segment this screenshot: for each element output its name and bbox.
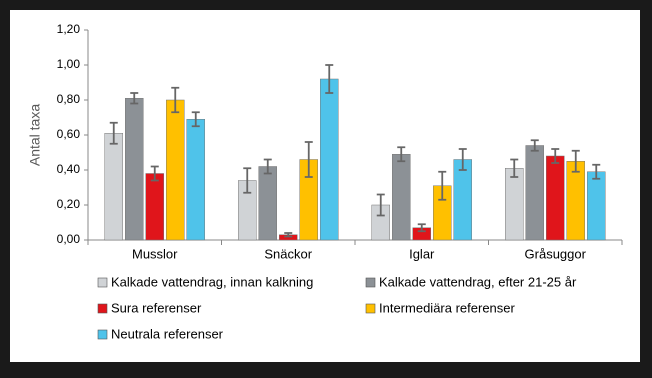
legend-swatch <box>97 329 108 340</box>
error-bar <box>243 167 252 194</box>
error-bar <box>109 121 118 145</box>
error-bar <box>171 86 180 114</box>
error-bar <box>150 165 159 182</box>
bar <box>258 166 277 241</box>
y-tick-label: 0,00 <box>57 232 81 246</box>
legend-label: Sura referenser <box>111 300 202 315</box>
bar <box>104 133 123 241</box>
bar <box>145 173 164 241</box>
legend-swatch <box>365 303 376 314</box>
x-tick-label: Iglar <box>409 246 435 261</box>
legend-swatch <box>365 277 376 288</box>
y-tick-label: 0,40 <box>57 162 81 176</box>
error-bar <box>592 163 601 180</box>
x-tick-label: Musslor <box>132 246 178 261</box>
legend-label: Kalkade vattendrag, efter 21-25 år <box>379 274 577 289</box>
bar <box>186 119 205 241</box>
bar <box>125 98 144 241</box>
y-tick-label: 1,20 <box>57 22 81 36</box>
error-bar <box>438 170 447 201</box>
error-bar <box>510 158 519 178</box>
error-bar <box>325 64 334 94</box>
error-bar <box>530 139 539 152</box>
error-bar <box>397 146 406 163</box>
error-bar <box>417 223 426 233</box>
x-tick-label: Gråsuggor <box>525 246 587 261</box>
y-axis-label: Antal taxa <box>27 104 43 166</box>
bar <box>166 99 185 241</box>
bar <box>453 159 472 241</box>
error-bar <box>191 111 200 128</box>
error-bar <box>376 193 385 217</box>
x-tick-label: Snäckor <box>264 246 312 261</box>
error-bar <box>284 232 293 238</box>
legend-label: Intermediära referenser <box>379 300 516 315</box>
bar <box>525 145 544 241</box>
error-bar <box>551 148 560 164</box>
bar <box>566 161 585 241</box>
legend-swatch <box>97 277 108 288</box>
error-bar <box>130 92 139 105</box>
error-bar <box>571 149 580 173</box>
error-bar <box>304 141 313 178</box>
error-bar <box>458 148 467 171</box>
bar <box>546 155 565 241</box>
bar <box>392 154 411 241</box>
legend-label: Kalkade vattendrag, innan kalkning <box>111 274 313 289</box>
y-tick-label: 1,00 <box>57 57 81 71</box>
y-tick-label: 0,20 <box>57 197 81 211</box>
y-tick-label: 0,80 <box>57 92 81 106</box>
bar <box>320 78 339 241</box>
bar <box>505 168 524 241</box>
error-bar <box>263 158 272 175</box>
bar <box>587 171 606 241</box>
y-tick-label: 0,60 <box>57 127 81 141</box>
legend-label: Neutrala referenser <box>111 326 224 341</box>
legend-swatch <box>97 303 108 314</box>
